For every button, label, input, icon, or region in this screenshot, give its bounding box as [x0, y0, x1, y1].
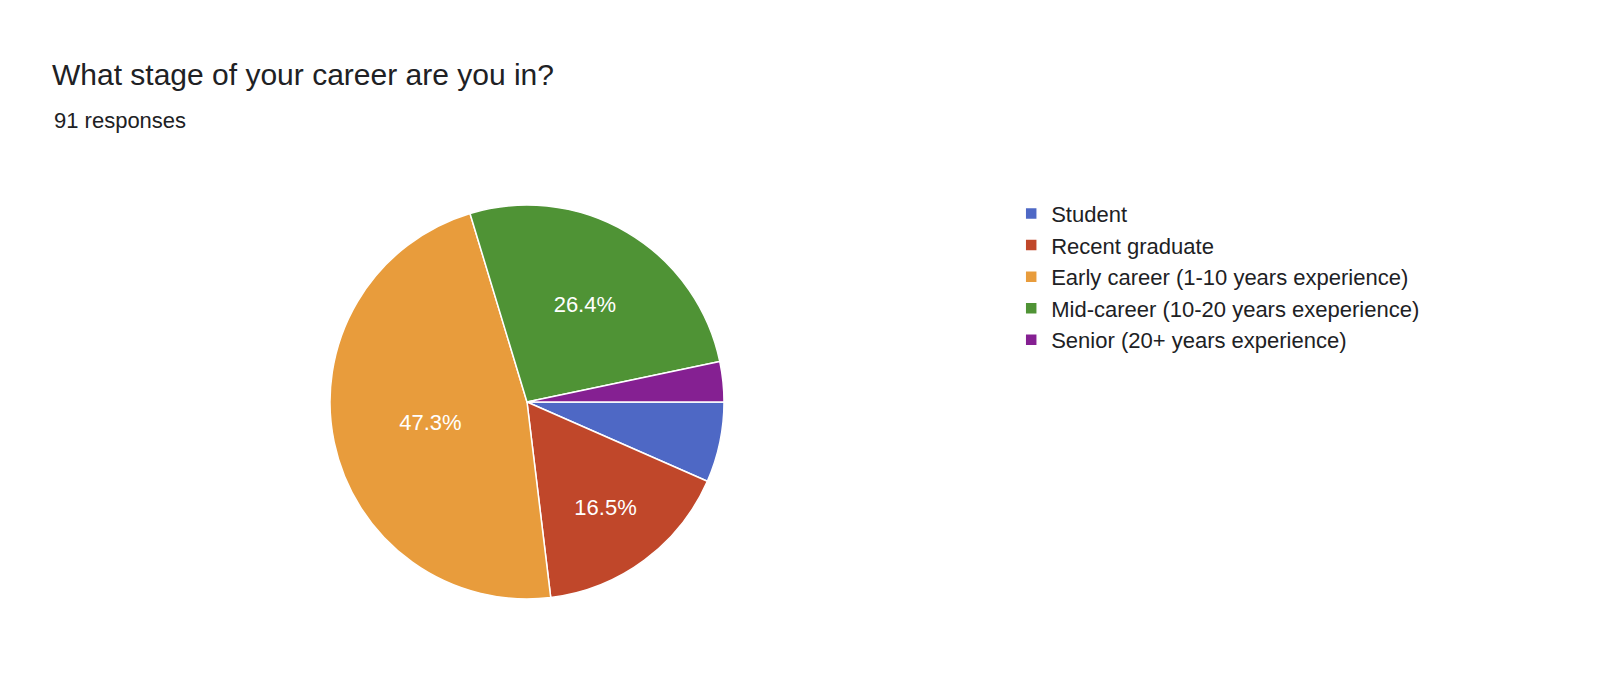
svg-text:26.4%: 26.4% — [554, 292, 616, 317]
svg-text:16.5%: 16.5% — [574, 495, 636, 520]
svg-text:Senior (20+ years experience): Senior (20+ years experience) — [1051, 328, 1346, 353]
svg-text:What stage of your career are: What stage of your career are you in? — [52, 58, 554, 91]
svg-text:47.3%: 47.3% — [399, 410, 461, 435]
svg-text:Early career (1-10 years exper: Early career (1-10 years experience) — [1051, 265, 1408, 290]
svg-text:91 responses: 91 responses — [54, 108, 186, 133]
svg-text:Mid-career (10-20 years exeper: Mid-career (10-20 years exeperience) — [1051, 297, 1419, 322]
svg-text:Recent graduate: Recent graduate — [1051, 234, 1214, 259]
svg-text:Student: Student — [1051, 202, 1127, 227]
